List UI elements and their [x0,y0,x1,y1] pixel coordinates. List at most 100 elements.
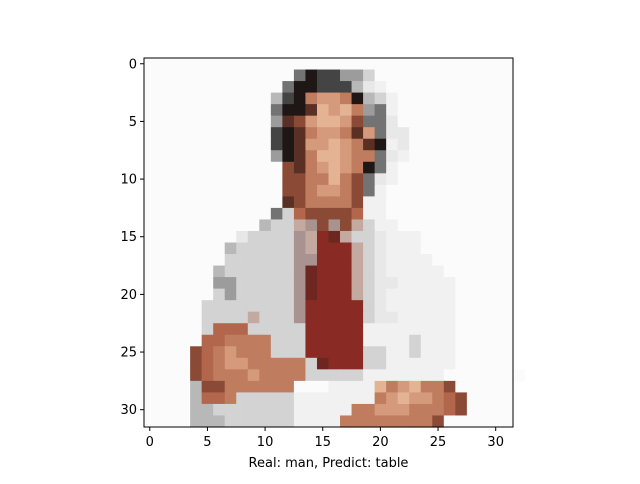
pixel [167,357,180,370]
pixel [443,150,456,163]
pixel [236,265,249,278]
pixel [374,311,387,324]
pixel [190,254,203,267]
pixel [270,81,283,94]
pixel [501,380,514,394]
pixel [351,392,364,405]
pixel [374,184,387,197]
pixel [455,69,468,82]
pixel [397,196,410,209]
pixel [328,254,341,267]
pixel [190,311,203,324]
pixel [443,277,456,290]
pixel [340,265,353,278]
pixel [478,173,491,186]
pixel [455,265,468,278]
pixel [328,380,341,394]
pixel [501,323,514,336]
pixel [328,357,341,370]
pixel [282,207,295,221]
pixel [455,392,468,405]
pixel [340,334,353,347]
pixel [167,265,180,278]
pixel [489,392,503,405]
pixel [478,161,491,174]
pixel [363,92,376,105]
pixel [386,369,399,382]
pixel [455,300,468,313]
pixel [363,219,376,232]
pixel [501,161,514,174]
pixel [167,254,180,267]
pixel [201,346,214,359]
pixel [397,207,410,221]
pixel [328,196,341,209]
pixel [236,127,249,140]
pixel [270,138,283,151]
pixel [190,323,203,336]
pixel [397,357,410,370]
pixel [144,380,157,394]
pixel [178,115,191,128]
pixel [501,58,514,71]
pixel [397,323,410,336]
pixel [489,403,503,417]
pixel [420,357,433,370]
pixel [409,288,422,301]
y-tick-label: 20 [120,288,137,303]
pixel [501,92,514,105]
pixel [409,92,422,105]
pixel [374,357,387,370]
pixel [247,265,260,278]
pixel [420,334,433,347]
pixel [316,92,330,105]
pixel [432,415,445,428]
pixel [155,334,168,347]
pixel [213,380,226,394]
pixel [259,300,272,313]
pixel [443,127,456,140]
pixel [397,242,410,255]
pixel [397,265,410,278]
pixel [478,415,491,428]
pixel [363,403,376,417]
pixel [305,369,318,382]
pixel [155,392,168,405]
pixel [293,415,307,428]
pixel [501,254,514,267]
pixel [501,184,514,197]
pixel [489,369,503,382]
pixel [247,115,260,128]
pixel [340,288,353,301]
pixel [386,196,399,209]
pixel [144,254,157,267]
pixel [282,254,295,267]
pixel [420,184,433,197]
pixel [443,380,456,394]
pixel [224,150,237,163]
pixel [224,69,237,82]
pixel [363,265,376,278]
x-tick-label: 5 [203,435,211,450]
pixel [190,127,203,140]
pixel [305,265,318,278]
pixel [224,104,237,117]
pixel [190,81,203,94]
pixel [155,127,168,140]
pixel [455,92,468,105]
pixel [305,81,318,94]
pixel [420,127,433,140]
pixel [270,277,283,290]
pixel [178,277,191,290]
pixel [397,173,410,186]
pixel [190,403,203,417]
pixel [489,277,503,290]
pixel [270,207,283,221]
pixel [340,138,353,151]
pixel [328,127,341,140]
pixel [155,380,168,394]
pixel [270,288,283,301]
pixel [351,242,364,255]
pixel [190,219,203,232]
pixel [305,242,318,255]
